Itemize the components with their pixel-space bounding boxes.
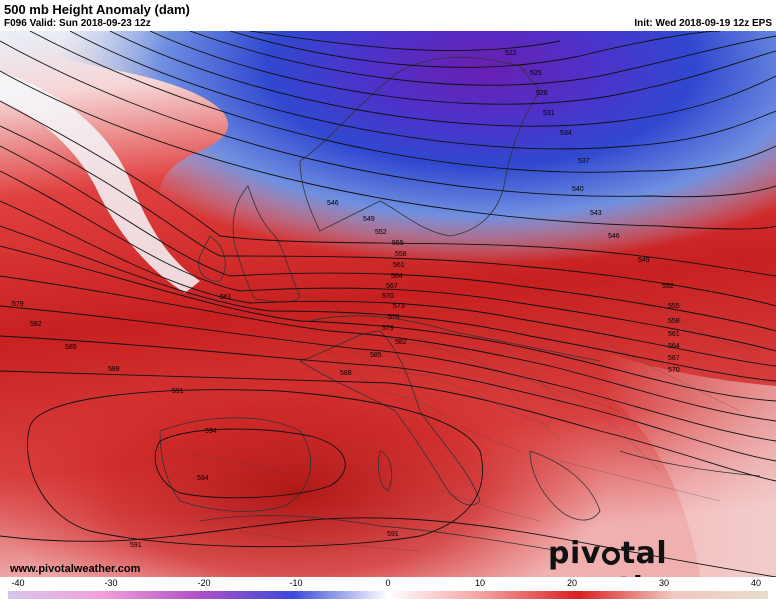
colorbar-tick: 40 [750,578,762,588]
contour-label: 579 [12,301,24,308]
borders [179,260,761,552]
contour-label: 531 [543,110,555,117]
white-band [0,71,200,293]
contour-label: 591 [387,531,399,538]
init-time: Init: Wed 2018-09-19 12z EPS [634,18,772,29]
colorbar-tick: -30 [104,578,118,588]
contour-label: 564 [668,343,680,350]
contour-label: 585 [65,344,77,351]
contour-label: 543 [590,210,602,217]
contour-label: 537 [578,158,590,165]
contour-label: 552 [662,283,674,290]
contour-label: 525 [530,70,542,77]
contour-labels: 522 525 528 531 534 537 540 543 546 546 … [12,50,680,549]
contour-label: 558 [395,251,407,258]
contour-label: 570 [382,293,394,300]
contour-label: 546 [327,200,339,207]
contour-label: 588 [108,366,120,373]
height-anomaly-map: 522 525 528 531 534 537 540 543 546 546 … [0,31,776,577]
website-url: www.pivotalweather.com [10,563,141,575]
contour-label: 594 [205,428,217,435]
contour-label: 522 [505,50,517,57]
contour-label: 573 [393,303,405,310]
colorbar-tick: -10 [289,578,303,588]
contour-label: 588 [340,370,352,377]
contour-label: 528 [536,90,548,97]
contour-label: 558 [668,318,680,325]
coastlines [159,56,761,552]
contour-label: 549 [638,257,650,264]
logo-o-icon [601,547,620,565]
contour-label: 555 [668,303,680,310]
contour-label: 576 [388,314,400,321]
header: 500 mb Height Anomaly (dam) F096 Valid: … [0,0,776,31]
east-transition [600,351,776,577]
contour-label: 555 [392,240,404,247]
colorbar: -40 -30 -20 -10 0 10 20 30 40 [0,577,776,600]
colorbar-tick: 20 [566,578,578,588]
colorbar-tick: 0 [385,578,391,588]
contour-label: 591 [130,542,142,549]
contour-label: 540 [572,186,584,193]
contour-label: 549 [363,216,375,223]
blue-trough-shading [0,31,776,391]
colorbar-strip [8,591,768,599]
contour-label: 594 [197,475,209,482]
colorbar-tick: -40 [11,578,25,588]
height-contours [0,31,776,577]
colorbar-tick: 30 [658,578,670,588]
contour-label: 567 [386,283,398,290]
contour-label: 561 [668,331,680,338]
contour-label: 582 [30,321,42,328]
colorbar-tick: -20 [197,578,211,588]
contour-label: 534 [560,130,572,137]
contour-label: 570 [668,367,680,374]
contour-label: 585 [370,352,382,359]
map-title: 500 mb Height Anomaly (dam) [4,2,190,17]
contour-label: 582 [395,339,407,346]
contour-label: 561 [393,262,405,269]
contour-label: 591 [172,388,184,395]
contour-label: 546 [608,233,620,240]
contour-label: 561 [220,294,232,301]
logo-text-pivotal: piv [548,536,601,571]
contour-label: 567 [668,355,680,362]
contour-label: 564 [391,273,403,280]
contour-label: 579 [382,325,394,332]
valid-time: F096 Valid: Sun 2018-09-23 12z [4,18,151,29]
colorbar-tick: 10 [474,578,486,588]
contour-label: 552 [375,229,387,236]
